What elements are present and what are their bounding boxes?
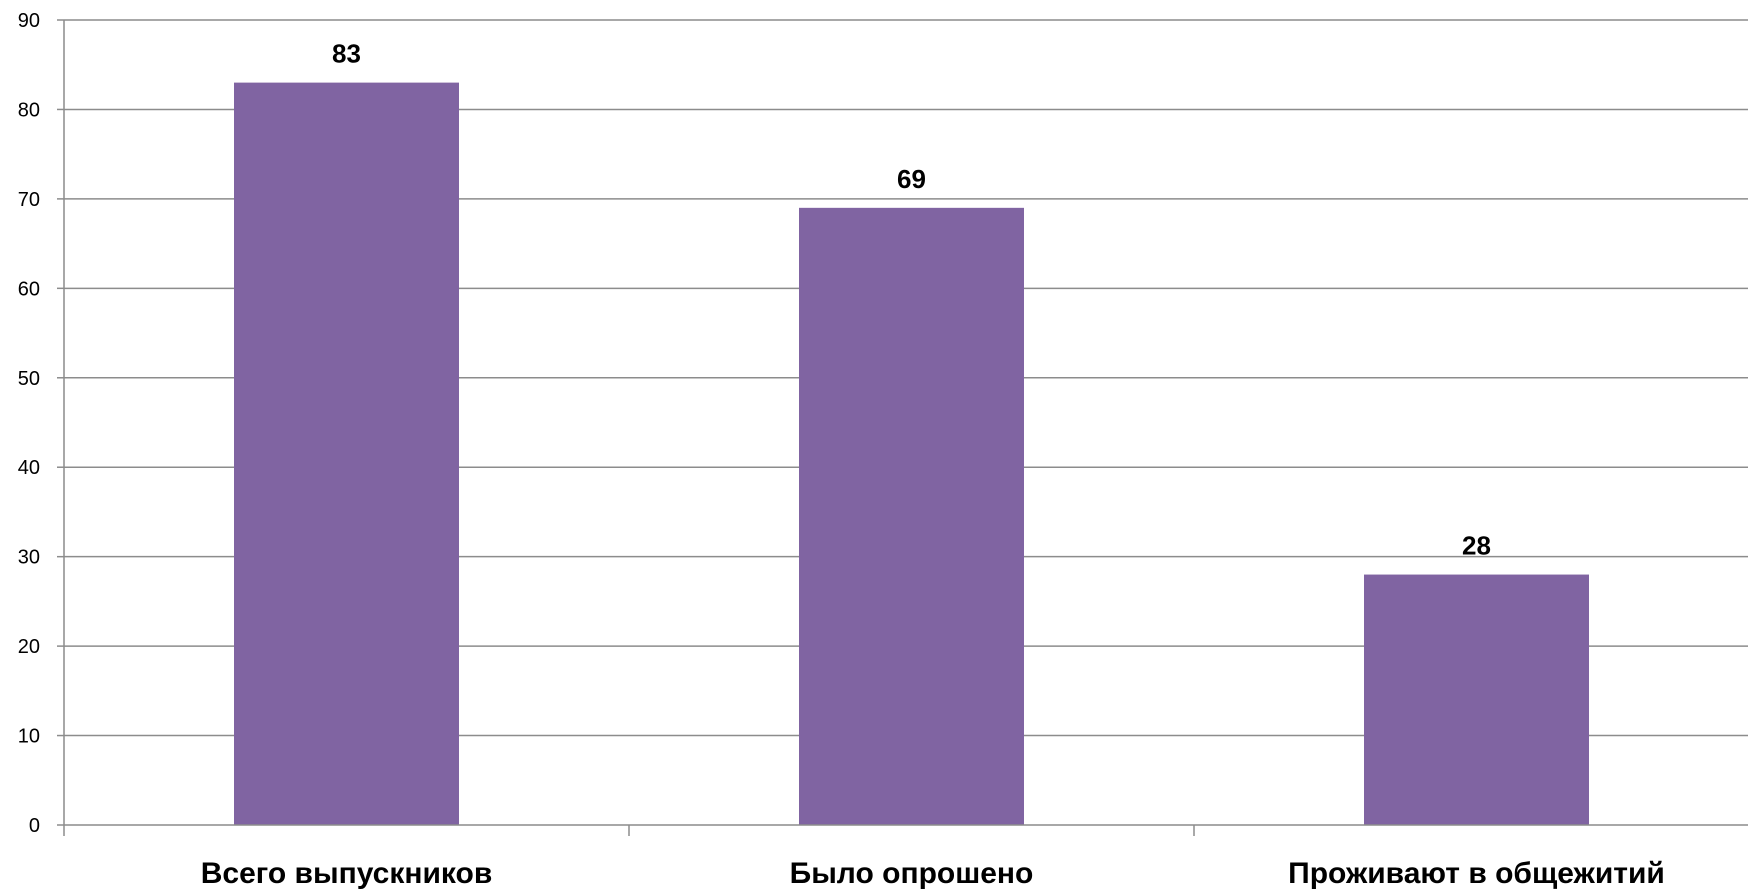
y-tick-label: 60 <box>18 278 40 300</box>
y-tick-label: 80 <box>18 99 40 121</box>
y-tick-label: 40 <box>18 457 40 479</box>
bar <box>799 207 1024 826</box>
x-tick-label: Всего выпускников <box>201 857 493 890</box>
x-tick-label: Проживают в общежитий <box>1288 857 1665 890</box>
x-tick-labels: Всего выпускников Было опрошено Проживают … <box>201 857 1665 890</box>
bar <box>234 82 459 826</box>
data-labels: 83 69 28 <box>332 39 1491 561</box>
y-tick-label: 30 <box>18 547 40 569</box>
data-label: 83 <box>332 39 361 69</box>
y-tick-label: 90 <box>18 10 40 32</box>
bars <box>234 82 1589 826</box>
x-tick-label: Было опрошено <box>790 857 1034 890</box>
data-label: 69 <box>897 164 926 194</box>
data-label: 28 <box>1462 531 1491 561</box>
y-tick-labels: 0 10 20 30 40 50 60 70 80 90 <box>18 10 1195 837</box>
y-tick-label: 0 <box>29 815 40 837</box>
axes <box>63 20 1748 826</box>
y-tick-label: 50 <box>18 368 40 390</box>
y-tick-label: 10 <box>18 726 40 748</box>
y-tick-label: 70 <box>18 189 40 211</box>
y-tick-label: 20 <box>18 636 40 658</box>
bar <box>1364 574 1589 825</box>
